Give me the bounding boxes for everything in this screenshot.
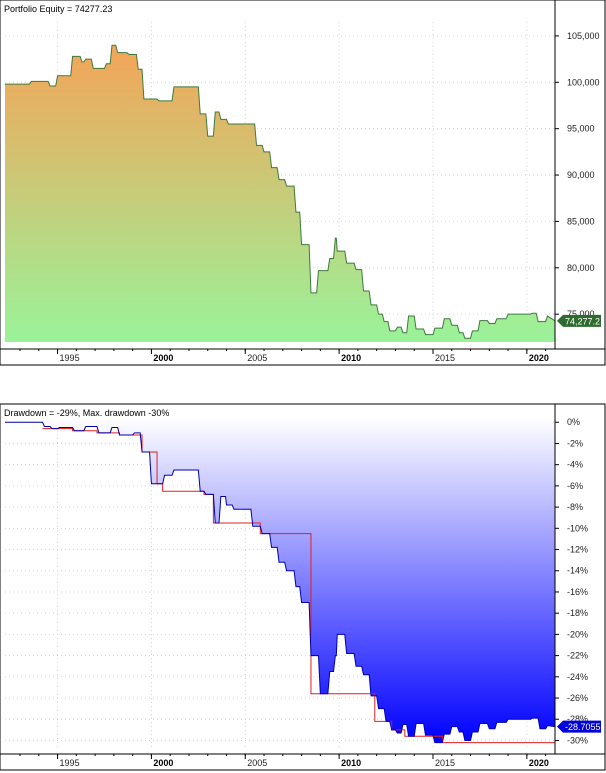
y-tick-label: -28% <box>567 714 588 724</box>
equity-title: Portfolio Equity = 74277.23 <box>4 4 112 14</box>
x-tick-label: 2015 <box>435 758 455 768</box>
drawdown-y-ticks: 0% -2% -4% -6% -8% -10% -12% -14% -16% -18% -20% -2… <box>555 417 588 745</box>
y-tick-label: -18% <box>567 608 588 618</box>
y-tick-label: 95,000 <box>567 124 595 134</box>
x-tick-label: 2015 <box>435 353 455 363</box>
y-tick-label: -6% <box>567 481 583 491</box>
y-tick-label: -22% <box>567 651 588 661</box>
y-tick-label: -4% <box>567 460 583 470</box>
y-tick-label: 90,000 <box>567 170 595 180</box>
equity-last-value-badge: 74,277.2 <box>557 314 601 327</box>
y-tick-label: -16% <box>567 587 588 597</box>
drawdown-title: Drawdown = -29%, Max. drawdown -30% <box>4 408 169 418</box>
x-tick-label: 2020 <box>529 353 549 363</box>
y-tick-label: 80,000 <box>567 263 595 273</box>
drawdown-last-value-badge: -28.7055 <box>557 720 601 733</box>
y-tick-label: -2% <box>567 438 583 448</box>
x-tick-label: 1995 <box>60 758 80 768</box>
x-tick-label: 2010 <box>341 758 361 768</box>
y-tick-label: 75,000 <box>567 309 595 319</box>
y-tick-label: 0% <box>567 417 580 427</box>
x-tick-label: 2000 <box>153 353 173 363</box>
y-tick-label: -8% <box>567 502 583 512</box>
y-tick-label: 85,000 <box>567 216 595 226</box>
equity-last-value: 74,277.2 <box>565 316 600 326</box>
y-tick-label: -12% <box>567 545 588 555</box>
y-tick-label: -30% <box>567 735 588 745</box>
y-tick-label: -20% <box>567 629 588 639</box>
drawdown-line <box>5 421 556 744</box>
y-tick-label: 105,000 <box>567 31 600 41</box>
x-tick-label: 1995 <box>60 353 80 363</box>
y-tick-label: -26% <box>567 693 588 703</box>
equity-x-ticks: 1995 2000 2005 2010 2015 2020 <box>19 349 549 363</box>
equity-y-ticks: 75,000 80,000 85,000 90,000 95,000 100,000 105… <box>555 31 600 319</box>
x-tick-label: 2005 <box>247 758 267 768</box>
y-tick-label: -14% <box>567 566 588 576</box>
y-tick-label: 100,000 <box>567 77 600 87</box>
y-tick-label: -24% <box>567 672 588 682</box>
drawdown-badge-shape <box>557 720 601 733</box>
drawdown-x-ticks: 1995 2000 2005 2010 2015 2020 <box>19 754 549 768</box>
equity-line <box>5 44 556 339</box>
drawdown-last-value: -28.7055 <box>565 722 601 732</box>
x-tick-label: 2000 <box>153 758 173 768</box>
x-tick-label: 2005 <box>247 353 267 363</box>
equity-badge-shape <box>557 314 601 327</box>
x-tick-label: 2020 <box>529 758 549 768</box>
x-tick-label: 2010 <box>341 353 361 363</box>
drawdown-panel: 0% -2% -4% -6% -8% -10% -12% -14% -16% -18% -20% -2… <box>0 403 606 771</box>
drawdown-area <box>5 418 555 743</box>
equity-area <box>5 45 555 342</box>
y-tick-label: -10% <box>567 523 588 533</box>
equity-panel: 75,000 80,000 85,000 90,000 95,000 100,000 105… <box>0 0 606 366</box>
